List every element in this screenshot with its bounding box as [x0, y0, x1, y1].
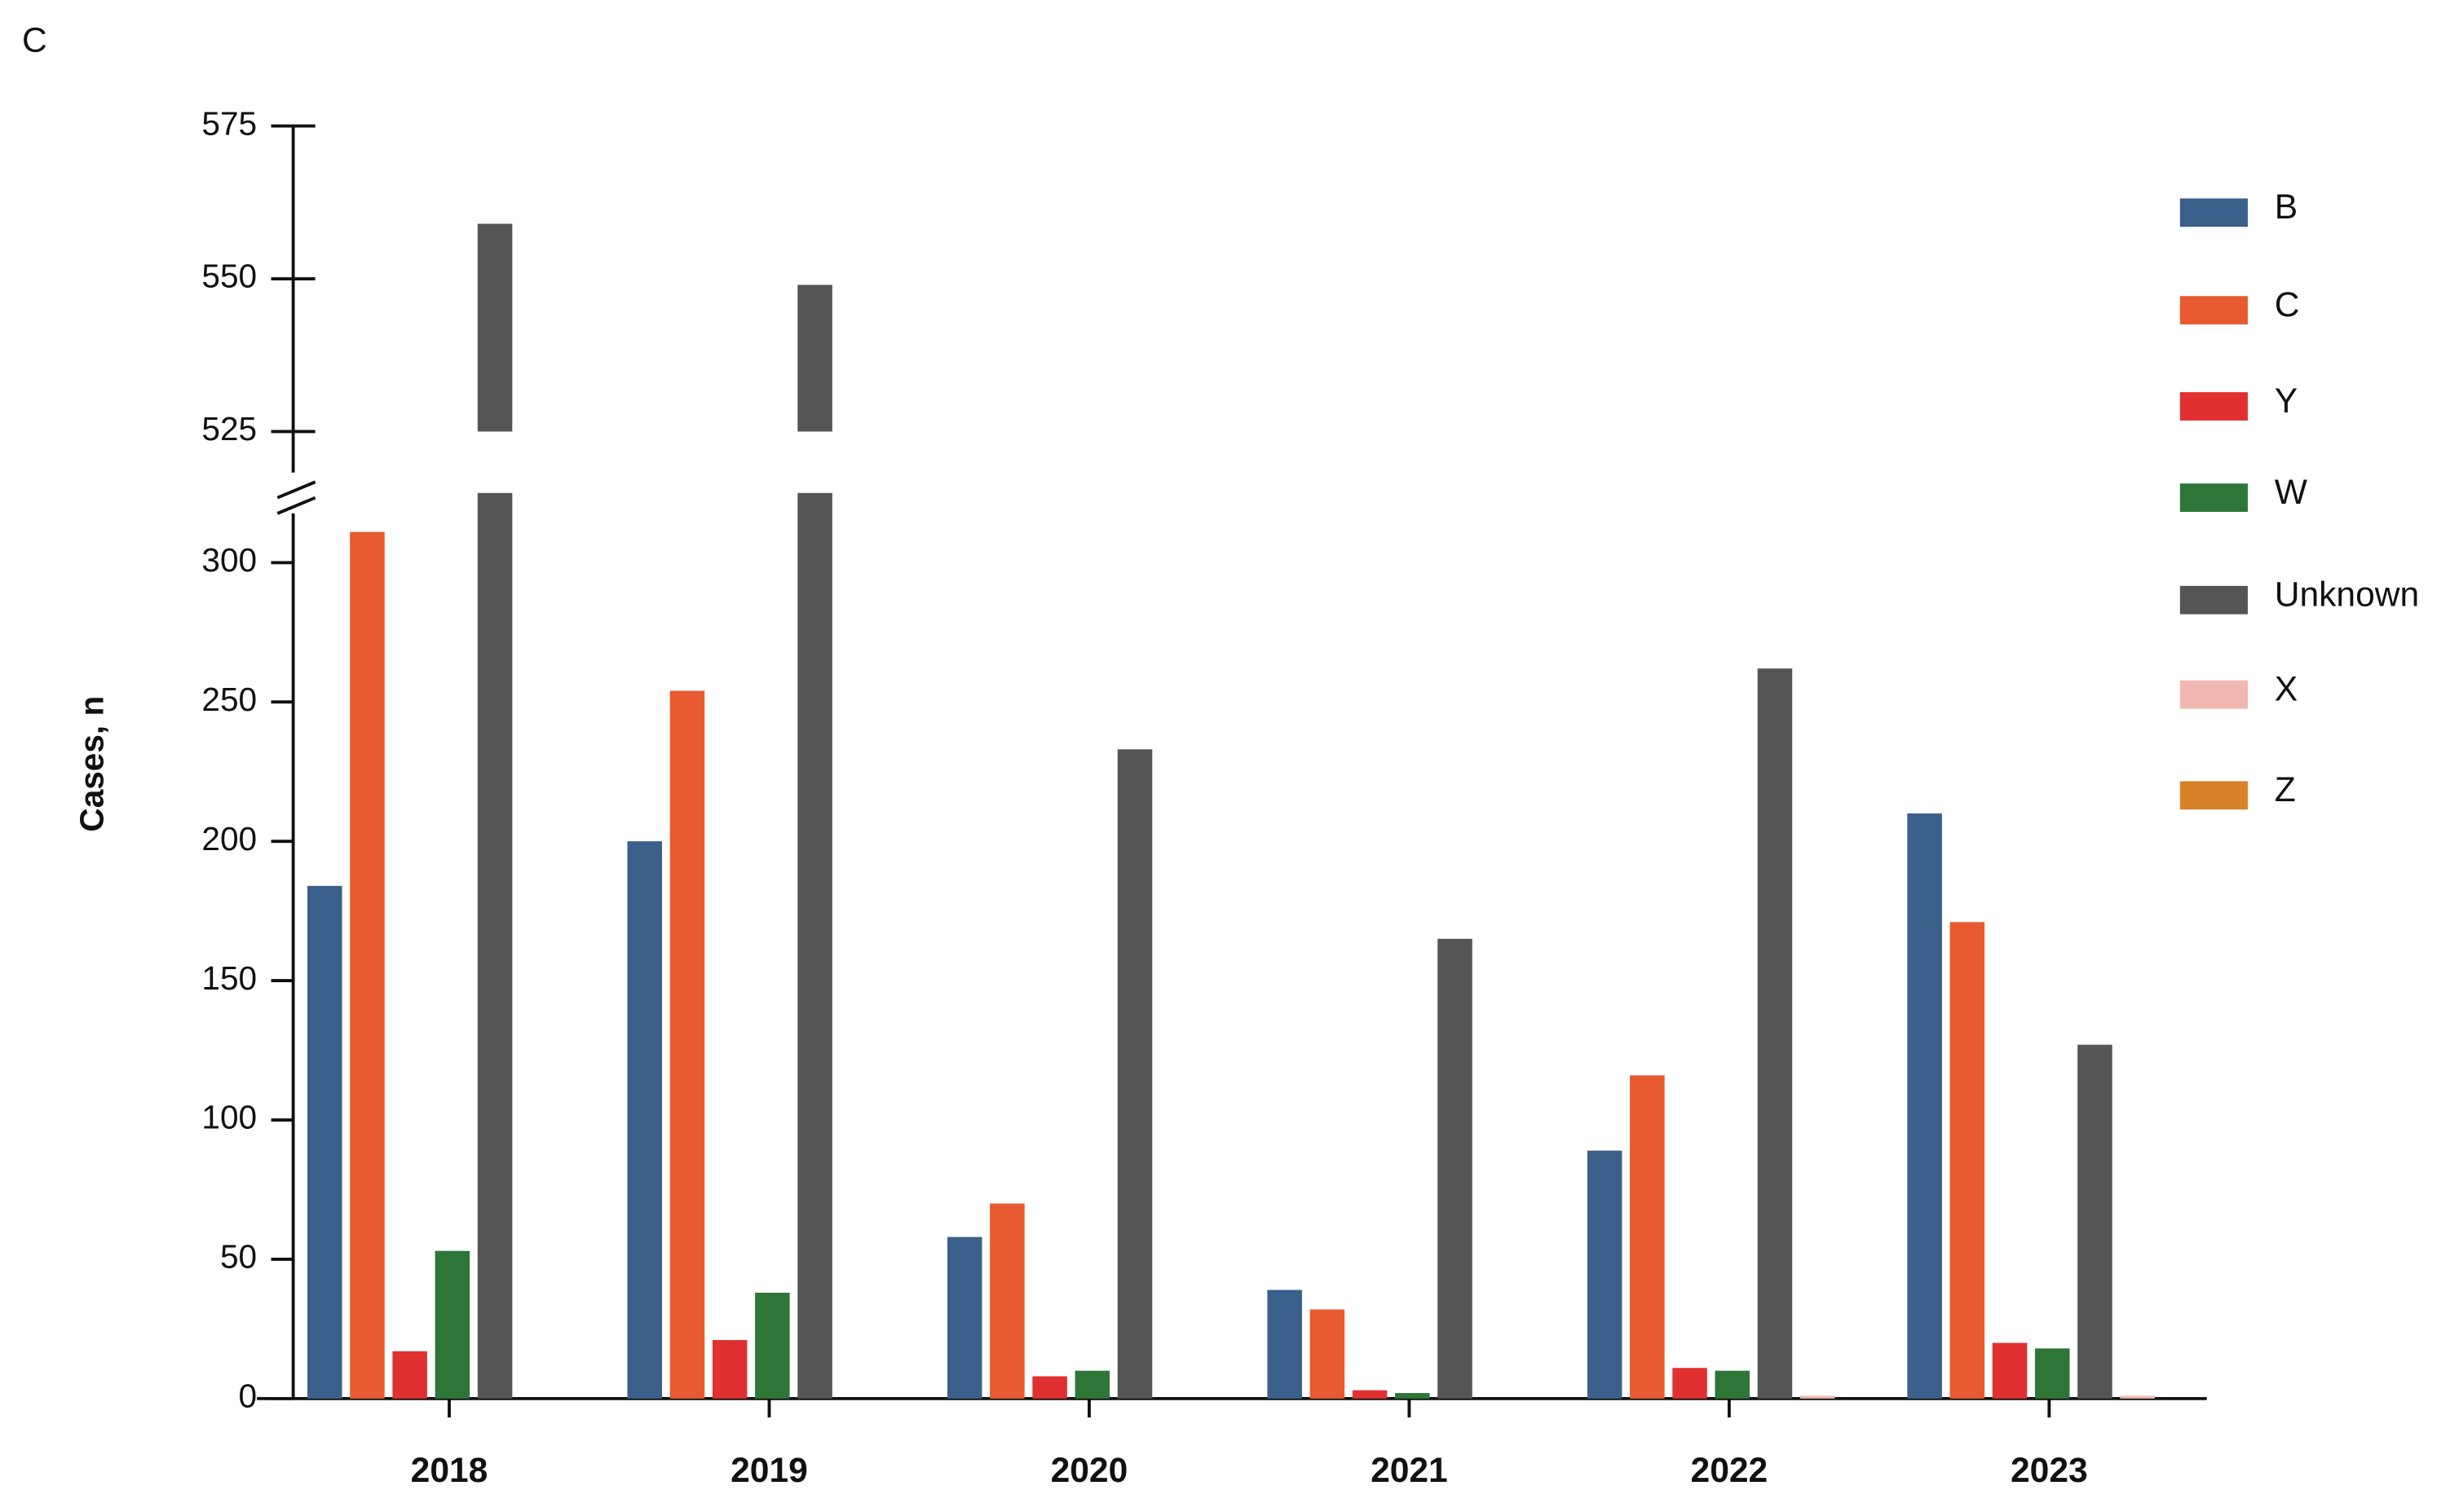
legend-label: B [2275, 188, 2298, 227]
y-tick-label: 200 [201, 820, 257, 857]
bar [307, 885, 342, 1399]
bar [627, 841, 662, 1399]
bar [712, 1340, 748, 1399]
y-tick-label: 550 [201, 258, 257, 295]
bar [2120, 1395, 2155, 1399]
x-tick-label: 2018 [411, 1452, 488, 1490]
legend-swatch [2179, 392, 2248, 421]
bar [1992, 1342, 2028, 1399]
bar [1032, 1376, 1067, 1399]
bar [392, 1351, 427, 1399]
bar [990, 1203, 1025, 1399]
y-tick-label: 300 [201, 541, 257, 579]
bar [1949, 922, 1985, 1399]
panel-label: C [22, 21, 47, 60]
bar [669, 690, 705, 1399]
bar [435, 1250, 470, 1399]
legend-swatch [2179, 483, 2248, 512]
legend-swatch [2179, 585, 2248, 615]
bar-upper [797, 284, 832, 432]
x-tick-label: 2021 [1371, 1452, 1448, 1490]
y-tick-label: 150 [201, 959, 257, 997]
bar [1799, 1395, 1835, 1399]
bar [1757, 668, 1793, 1399]
legend-label: Y [2275, 382, 2298, 421]
legend-swatch [2179, 680, 2248, 709]
legend-swatch [2179, 781, 2248, 810]
bar [1267, 1289, 1302, 1399]
bar [947, 1236, 982, 1399]
legend-swatch [2179, 198, 2248, 227]
bar-upper [477, 223, 513, 432]
bar [1395, 1393, 1430, 1399]
bar [1907, 813, 1942, 1399]
bar [1587, 1150, 1622, 1399]
x-tick-label: 2020 [1051, 1452, 1128, 1490]
bar [1075, 1370, 1110, 1399]
bar [2077, 1044, 2112, 1399]
y-tick-label: 250 [201, 681, 257, 718]
axis-break [276, 496, 316, 515]
bar [1117, 749, 1153, 1399]
y-tick-label: 50 [220, 1238, 257, 1276]
bar [755, 1292, 790, 1399]
bar [1630, 1075, 1665, 1399]
legend-label: X [2275, 671, 2298, 709]
bar [477, 492, 513, 1399]
legend-label: W [2275, 474, 2307, 512]
bar [797, 492, 832, 1399]
legend-label: Unknown [2275, 576, 2419, 615]
bar [350, 531, 385, 1399]
bar [1672, 1368, 1707, 1399]
x-tick-label: 2022 [1691, 1452, 1768, 1490]
y-axis-label: Cases, n [73, 696, 111, 832]
y-tick-label: 575 [201, 104, 257, 142]
y-tick-label: 100 [201, 1099, 257, 1136]
legend-label: Z [2275, 771, 2296, 809]
bar [1309, 1309, 1345, 1399]
axis-break [276, 480, 316, 500]
y-tick-label: 0 [239, 1378, 258, 1415]
bar [1437, 938, 1472, 1399]
x-tick-label: 2019 [731, 1452, 808, 1490]
y-tick-label: 525 [201, 410, 257, 447]
bar [1715, 1370, 1750, 1399]
bar [1352, 1390, 1388, 1399]
legend-label: C [2275, 286, 2300, 324]
legend-swatch [2179, 296, 2248, 325]
x-tick-label: 2023 [2011, 1452, 2088, 1490]
bar [2034, 1348, 2070, 1399]
